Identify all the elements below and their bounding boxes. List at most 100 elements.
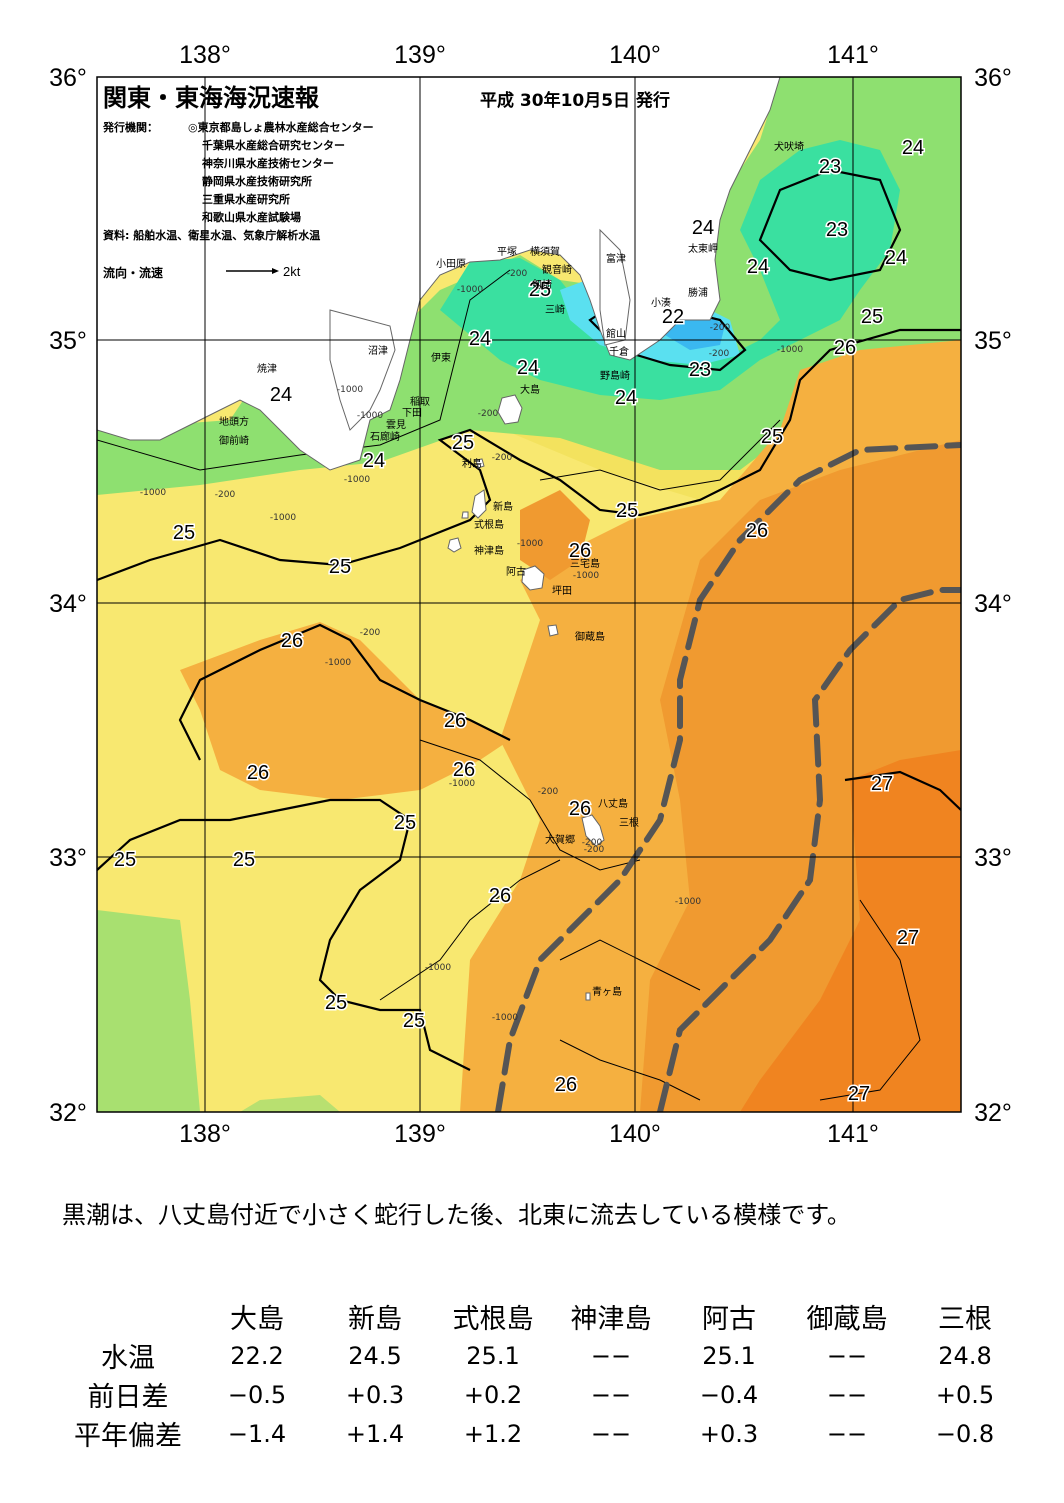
place-label: 横須賀 [530, 245, 560, 258]
column-header: 神津島 [570, 1303, 652, 1335]
column-header: 御蔵島 [806, 1303, 888, 1335]
lat-label-right: 32° [974, 1099, 1012, 1127]
column-header: 阿古 [702, 1303, 756, 1335]
table-cell: +1.4 [345, 1419, 405, 1448]
kuroshio-axis [495, 442, 961, 1112]
isotherm-label: 26 [489, 885, 511, 907]
isotherm-27 [844, 770, 961, 811]
land-aogashima [585, 992, 591, 1001]
table-row: 平年偏差 −1.4 +1.4 +1.2 −− +0.3 −− −0.8 [58, 1414, 1024, 1453]
isotherm-label: 25 [233, 849, 255, 871]
sea-zone-23b [790, 195, 870, 265]
table-cell: −0.8 [935, 1419, 995, 1448]
lon-label-top: 138° [179, 41, 231, 69]
isotherm-label: 27 [897, 927, 919, 949]
depth-label: -1000 [573, 571, 599, 581]
isotherm-label: 25 [114, 849, 136, 871]
place-label: 勝浦 [688, 286, 708, 299]
table-cell: −− [826, 1419, 868, 1448]
lat-label-left: 34° [49, 590, 87, 618]
table-cell: 25.1 [702, 1341, 756, 1370]
isotherm-label: 25 [173, 522, 195, 544]
row-label: 前日差 [87, 1382, 169, 1413]
depth-label: -200 [360, 628, 381, 638]
land-miyakejima [521, 565, 545, 591]
table-row: 水温 22.2 24.5 25.1 −− 25.1 −− 24.8 [58, 1336, 1024, 1375]
data-sources: 資料: 船舶水温、衛星水温、気象庁解析水温 [103, 228, 320, 242]
isotherm-label: 25 [861, 306, 883, 328]
table-cell: 24.8 [938, 1341, 992, 1370]
place-label: 御蔵島 [575, 630, 605, 643]
land-shikinejima [461, 511, 469, 519]
depth-label: -1000 [675, 897, 701, 907]
isotherm-25-north [97, 328, 961, 582]
depth-label: -1000 [517, 539, 543, 549]
land-kozushima [447, 537, 462, 553]
place-label: 稲取 [410, 396, 430, 408]
land-hachijojima [581, 814, 605, 847]
isotherm-labels: 24 23 24 23 24 24 25 26 22 23 24 24 25 2… [112, 136, 925, 1107]
place-label: 下田 [402, 408, 422, 419]
depth-label: -200 [709, 349, 730, 359]
table-row: 前日差 −0.5 +0.3 +0.2 −− −0.4 −− +0.5 [58, 1375, 1024, 1414]
issuer-item: 千葉県水産総合研究センター [202, 138, 345, 152]
place-label: 富津 [606, 252, 626, 265]
isotherm-label: 25 [761, 426, 783, 448]
isotherm-label: 25 [452, 432, 474, 454]
depth-label: -1000 [357, 411, 383, 421]
place-label: 石廊崎 [370, 430, 400, 443]
table-cell: −− [826, 1380, 868, 1409]
isotherm-label: 26 [281, 630, 303, 652]
place-label: 地頭方 [219, 415, 249, 428]
place-label: 青ヶ島 [592, 985, 622, 998]
lon-label-top: 140° [609, 41, 661, 69]
isotherm-26-west [178, 623, 511, 761]
depth-label: -1000 [325, 658, 351, 668]
current-legend-arrowhead [272, 268, 279, 274]
place-label: 伊東 [431, 351, 451, 364]
land-niijima [471, 489, 487, 519]
lat-label-left: 35° [49, 327, 87, 355]
place-label: 大賀郷 [545, 833, 575, 846]
sea-zone-26-miyake [520, 490, 590, 580]
island-temperature-table: 大島 新島 式根島 神津島 阿古 御蔵島 三根 水温 22.2 24.5 25.… [58, 1296, 1024, 1453]
table-header-row: 大島 新島 式根島 神津島 阿古 御蔵島 三根 [58, 1296, 1024, 1336]
place-label: 館山 [606, 327, 626, 340]
depth-label: -1000 [777, 345, 803, 355]
sea-temperature-map: 24 23 24 23 24 24 25 26 22 23 24 24 25 2… [49, 41, 1012, 1148]
isotherm-label: 27 [871, 773, 893, 795]
place-label: 八丈島 [598, 797, 628, 810]
lon-label-bottom: 138° [179, 1120, 231, 1148]
graticule [97, 77, 961, 1112]
current-legend-scale: 2kt [283, 264, 301, 279]
place-label: 新島 [493, 500, 513, 513]
isotherm-label: 24 [615, 387, 637, 409]
depth-label: -200 [584, 845, 605, 855]
axis-labels: 138° 139° 140° 141° 138° 139° 140° 141° … [49, 41, 1012, 1148]
isotherm-label: 26 [834, 337, 856, 359]
isotherm-23-loop [758, 168, 902, 282]
table-cell: −0.5 [227, 1380, 287, 1409]
isotherm-label: 25 [394, 812, 416, 834]
isotherm-label: 25 [529, 279, 551, 301]
depth-label: -200 [538, 787, 559, 797]
lon-label-bottom: 141° [827, 1120, 879, 1148]
isotherm-label: 22 [662, 306, 684, 328]
issuer-item: 和歌山県水産試験場 [202, 210, 301, 224]
lat-label-right: 34° [974, 590, 1012, 618]
place-label: 三根 [619, 816, 639, 829]
lat-label-left: 36° [49, 64, 87, 92]
isotherm-label: 26 [453, 759, 475, 781]
lat-label-right: 36° [974, 64, 1012, 92]
lon-label-top: 139° [394, 41, 446, 69]
isotherm-label: 24 [270, 384, 292, 406]
place-label: 沼津 [368, 344, 388, 357]
place-label: 三崎 [545, 303, 565, 316]
lon-label-bottom: 139° [394, 1120, 446, 1148]
depth-label: -1000 [425, 963, 451, 973]
lat-label-left: 33° [49, 844, 87, 872]
issuer-item: 静岡県水産技術研究所 [202, 174, 312, 188]
lat-label-right: 33° [974, 844, 1012, 872]
isotherm-label: 24 [517, 357, 539, 379]
issue-date: 平成 30年10月5日 発行 [480, 90, 670, 111]
